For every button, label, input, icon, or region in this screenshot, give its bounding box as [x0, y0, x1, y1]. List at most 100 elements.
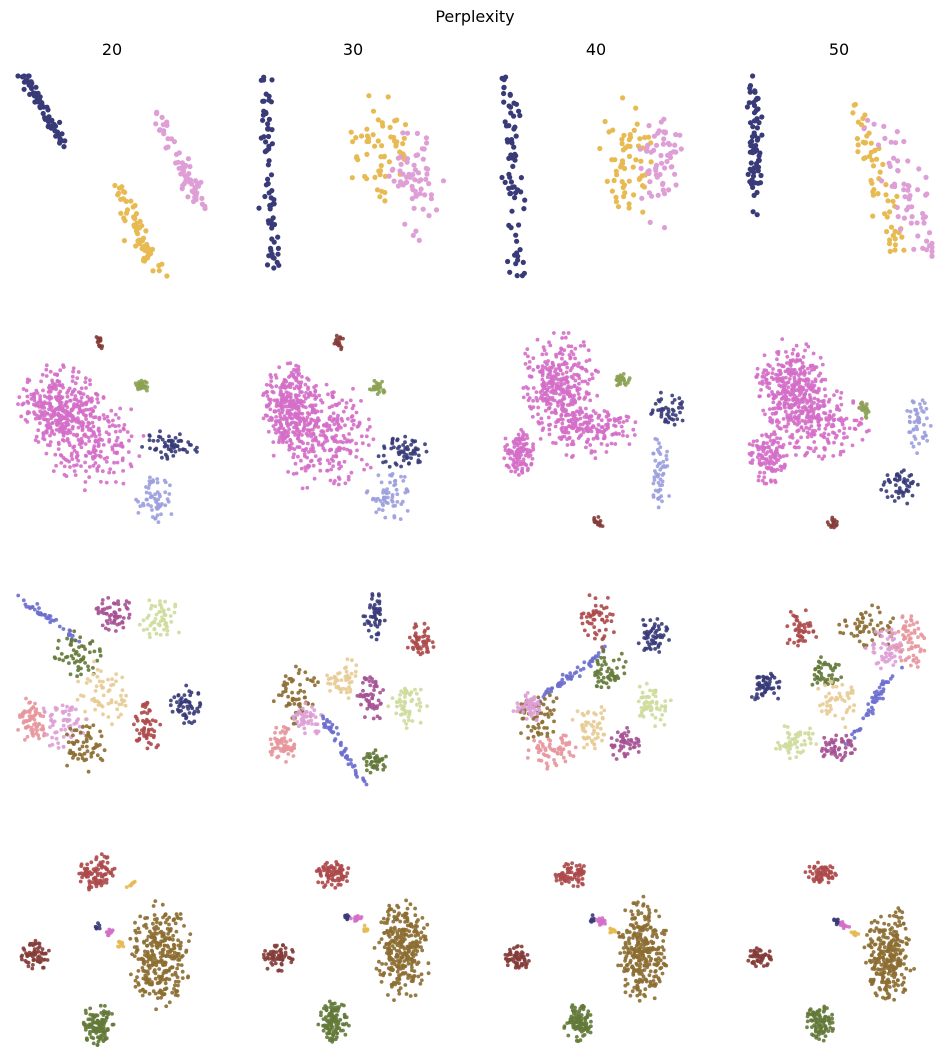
scatter-point [47, 401, 52, 405]
scatter-point [788, 406, 793, 410]
scatter-point [672, 171, 678, 177]
scatter-point [332, 738, 337, 743]
scatter-point [266, 116, 272, 122]
scatter-point [374, 187, 381, 193]
scatter-point [54, 428, 59, 432]
scatter-point [542, 392, 547, 396]
scatter-point [50, 735, 54, 740]
scatter-point [575, 426, 580, 431]
scatter-point [41, 706, 46, 711]
scatter-point [625, 434, 630, 438]
scatter-point [776, 406, 781, 411]
scatter-point [173, 151, 180, 157]
scatter-point [155, 477, 160, 481]
scatter-point [268, 195, 274, 201]
scatter-point [180, 168, 187, 175]
scatter-point [592, 617, 597, 622]
scatter-point [590, 376, 595, 381]
scatter-point [97, 679, 102, 684]
scatter-point [560, 382, 564, 387]
scatter-point [580, 621, 585, 626]
scatter-point [79, 445, 84, 450]
scatter-point [502, 179, 508, 185]
scatter-point [97, 429, 102, 434]
scatter-point [136, 385, 140, 390]
scatter-point [584, 445, 588, 450]
scatter-point [186, 440, 191, 444]
scatter-point [407, 712, 412, 717]
scatter-point [625, 418, 629, 423]
scatter-point [334, 725, 339, 730]
scatter-point [506, 103, 512, 109]
scatter-point [379, 480, 384, 485]
scatter-point [515, 467, 520, 471]
scatter-point [84, 417, 88, 421]
scatter-point [517, 247, 523, 253]
scatter-point [266, 253, 272, 259]
scatter-point [370, 593, 375, 598]
scatter-point [558, 368, 563, 373]
scatter-point [364, 693, 369, 697]
scatter-point [531, 386, 536, 390]
scatter-point [771, 406, 775, 411]
scatter-point [417, 708, 422, 713]
scatter-point [816, 388, 821, 393]
scatter-point [599, 685, 604, 690]
scatter-point [666, 410, 671, 414]
scatter-point [27, 378, 32, 383]
scatter-point [368, 465, 373, 470]
scatter-point [166, 499, 171, 504]
scatter-point [800, 361, 805, 365]
scatter-point [778, 379, 783, 383]
scatter-point [928, 424, 933, 428]
scatter-point [929, 248, 935, 255]
scatter-point [847, 426, 852, 431]
scatter-point [516, 432, 521, 437]
scatter-point [792, 375, 797, 380]
scatter-point [274, 384, 279, 389]
scatter-point [374, 765, 379, 770]
scatter-point [345, 447, 350, 452]
scatter-point [755, 366, 760, 371]
scatter-point [414, 634, 418, 639]
scatter-point [658, 487, 663, 492]
scatter-point [796, 353, 800, 358]
scatter-point [578, 668, 583, 672]
scatter-point [160, 455, 164, 460]
scatter-point [152, 496, 157, 501]
scatter-point [834, 433, 839, 438]
scatter-point [365, 706, 370, 711]
scatter-point [657, 496, 662, 500]
scatter-point [373, 386, 378, 391]
scatter-point [406, 718, 411, 723]
scatter-point [364, 759, 369, 764]
scatter-point [101, 413, 106, 417]
scatter-point [145, 711, 150, 716]
scatter-point [342, 446, 346, 451]
scatter-point [810, 431, 815, 436]
scatter-point [84, 737, 89, 742]
scatter-point [53, 656, 58, 661]
scatter-point [63, 402, 68, 407]
scatter-point [797, 409, 802, 413]
scatter-point [609, 157, 615, 163]
scatter-point [782, 466, 787, 470]
scatter-point [547, 368, 552, 372]
scatter-point [775, 418, 780, 423]
scatter-point [416, 637, 421, 642]
scatter-point [42, 115, 48, 121]
scatter-point [826, 432, 831, 437]
scatter-point [112, 182, 118, 189]
scatter-point [855, 149, 861, 155]
scatter-point [423, 442, 427, 447]
scatter-point [74, 456, 79, 460]
scatter-point [41, 410, 45, 415]
scatter-point [547, 405, 552, 410]
scatter-point [531, 368, 536, 372]
scatter-point [124, 599, 129, 604]
scatter-point [644, 145, 650, 151]
scatter-point [124, 207, 131, 213]
scatter-point [366, 628, 371, 633]
scatter-point [334, 433, 338, 438]
scatter-point [99, 669, 103, 673]
